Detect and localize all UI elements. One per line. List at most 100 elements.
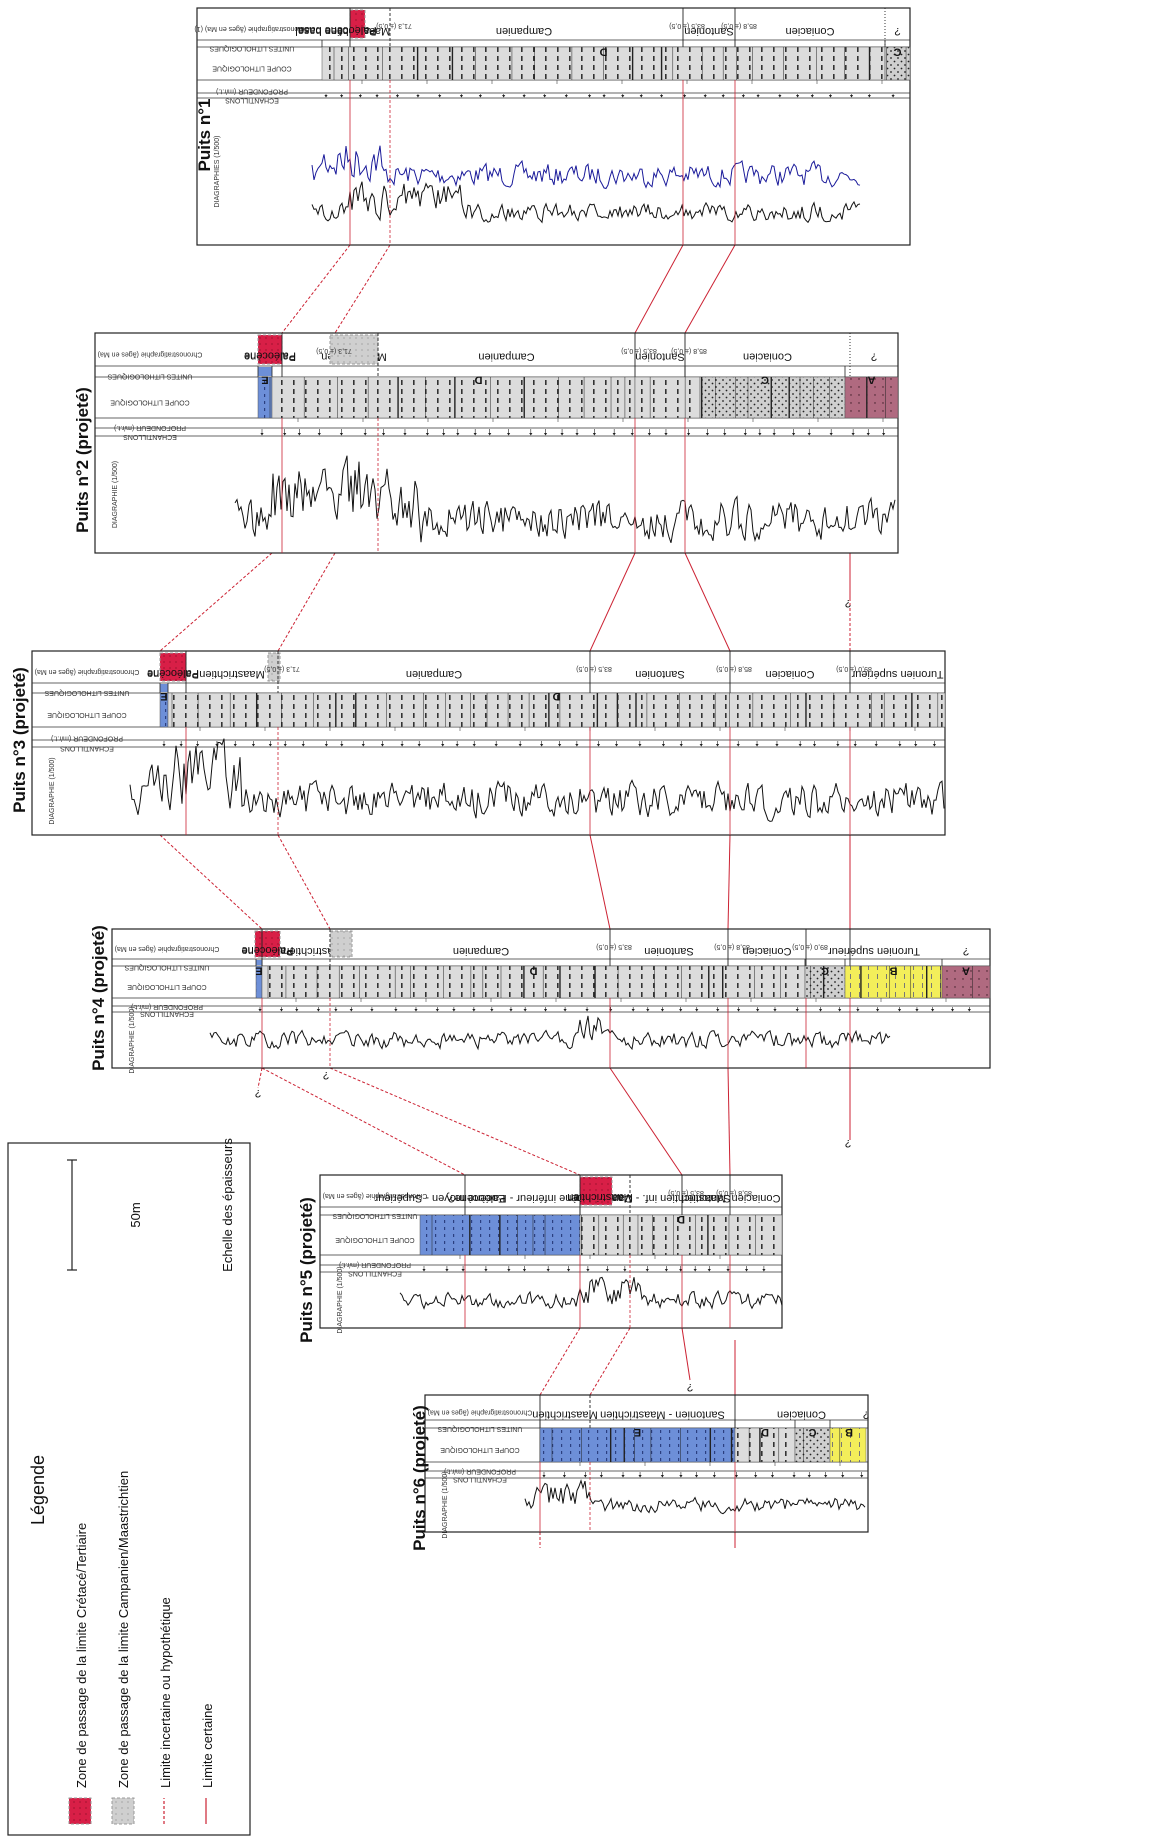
correlation-line (261, 1067, 466, 1176)
litho-interval (829, 1427, 867, 1463)
column-label: COUPE LITHOLOGIQUE (47, 711, 127, 718)
unit-label: D (529, 965, 537, 977)
correlation-line (727, 1067, 731, 1176)
stage-label: Santonien (635, 668, 685, 680)
correlation-line (159, 552, 273, 652)
legend-cm-swatch (111, 1797, 135, 1825)
stage-label: ? (871, 351, 877, 363)
column-label: PROFONDEUR (m/r.t.) (114, 424, 186, 431)
column-label: COUPE LITHOLOGIQUE (440, 1446, 520, 1453)
correlation-lines: ????? (159, 244, 851, 1548)
column-label: UNITES LITHOLOGIQUES (332, 1212, 417, 1219)
correlation-line (159, 834, 263, 930)
unit-label: B (889, 965, 897, 977)
correlation-line (634, 244, 684, 334)
unit-label: C (821, 965, 829, 977)
column-label: Chronostratigraphie (âges en Ma) (1) (194, 25, 309, 32)
stage-label: Paléocène basal (295, 24, 376, 36)
column-label: COUPE LITHOLOGIQUE (335, 1236, 415, 1243)
stage-label: Santonien - Maastrichtien (600, 1409, 725, 1421)
column-label: Chronostratigraphie (âges en Ma) (98, 351, 203, 358)
unit-label: D (552, 690, 560, 702)
correlation-line (684, 552, 731, 652)
stage-label: Maastrichtien (532, 1409, 597, 1421)
legend: Légende Zone de passage de la limite Cré… (7, 1138, 251, 1836)
boundary-age: 83,5 (± 0,5) (668, 1189, 704, 1196)
stage-label: Paléocène (242, 944, 294, 956)
kt-zone (257, 334, 283, 365)
stage-label: Eocène inférieur - Paléocène? (449, 1192, 597, 1204)
stage-label: Campanien (496, 25, 552, 37)
well-2-title: Puits n°2 (projeté) (73, 387, 92, 533)
legend-title: Légende (28, 1455, 48, 1525)
kt-zone (254, 930, 281, 958)
boundary-age: 83,5 (± 0,5) (669, 22, 705, 29)
litho-interval (634, 376, 701, 419)
correlation-line (277, 834, 331, 930)
correlation-line (589, 834, 611, 930)
column-label: PROFONDEUR (m/r.t.) (444, 1468, 516, 1475)
column-label: UNITES LITHOLOGIQUES (124, 964, 209, 971)
litho-interval (271, 376, 636, 419)
boundary-age: 85,8 (± 0,5) (721, 22, 757, 29)
litho-interval (539, 1427, 736, 1463)
unit-label: C (761, 374, 769, 386)
stage-label: ? (963, 945, 969, 957)
boundary-age: 85,8 (± 0,5) (716, 1189, 752, 1196)
correlation-line (281, 244, 351, 334)
well-1: Chronostratigraphie (âges en Ma) (1) UNIT… (194, 7, 911, 246)
column-label: Chronostratigraphie (âges en Ma) (323, 1192, 428, 1199)
column-label: ECHANTILLONS (140, 1010, 194, 1017)
unit-label: C (893, 46, 901, 58)
column-label: UNITES LITHOLOGIQUES (44, 689, 129, 696)
stage-label: Turonien supérieur (828, 945, 920, 957)
correlation-line (727, 834, 731, 930)
unit-label: A (962, 965, 970, 977)
column-label: ECHANTILLONS (123, 433, 177, 440)
log-curve (129, 738, 945, 822)
scale-caption: Echelle des épaisseurs (220, 1138, 235, 1272)
stage-label: Coniacien (743, 351, 792, 363)
boundary-age: 83,5 (± 0,5) (596, 943, 632, 950)
cm-zone (267, 652, 281, 682)
legend-kt-swatch (68, 1797, 92, 1825)
unit-label: A (867, 374, 875, 386)
column-label: Chronostratigraphie (âges en Ma) (428, 1409, 533, 1416)
litho-interval (167, 692, 946, 728)
stage-label: Santonien (684, 25, 734, 37)
well-3-title: Puits n°3 (projeté) (10, 667, 29, 813)
column-label: DIAGRAPHIES (1/500) (214, 136, 221, 208)
stage-label: Coniacien (766, 668, 815, 680)
correlation-line (681, 1327, 691, 1381)
unit-label: D (761, 1426, 769, 1438)
legend-frame (7, 1142, 251, 1836)
litho-interval (579, 1214, 783, 1256)
stage-label: Paléocène (147, 667, 199, 679)
litho-interval (699, 376, 846, 419)
stage-label: Maastrichtien (199, 668, 264, 680)
boundary-age: 85,8 (± 0,5) (714, 943, 750, 950)
unit-label: B (845, 1426, 853, 1438)
well-1-title: Puits n°1 (195, 99, 214, 172)
column-label: PROFONDEUR (m/r.t.) (339, 1261, 411, 1268)
unit-label: D (474, 374, 482, 386)
well-6: Chronostratigraphie (âges en Ma) UNITES L… (424, 1394, 869, 1539)
column-label: ECHANTILLONS (225, 97, 279, 104)
column-label: ECHANTILLONS (453, 1476, 507, 1483)
correlation-line (589, 1327, 631, 1396)
legend-uncertain-label: Limite incertaine ou hypothétique (158, 1597, 173, 1788)
boundary-age: 89,0 (± 0,5) (792, 943, 828, 950)
correlation-line (329, 1067, 581, 1176)
boundary-age: 71,3 (± 0,5) (316, 347, 352, 354)
column-label: DIAGRAPHIE (1/500) (112, 461, 119, 528)
stage-label: ? (894, 25, 900, 37)
correlation-line (257, 1067, 263, 1089)
scale-value: 50m (128, 1202, 143, 1227)
unit-label: C (808, 1426, 816, 1438)
stage-label: Coniacien (777, 1409, 826, 1421)
stage-label: Maastrichtien inf. - Campanien (576, 1192, 725, 1204)
litho-interval (844, 376, 899, 419)
stage-label: Santonien (635, 351, 685, 363)
stage-label: Campanien (478, 351, 534, 363)
